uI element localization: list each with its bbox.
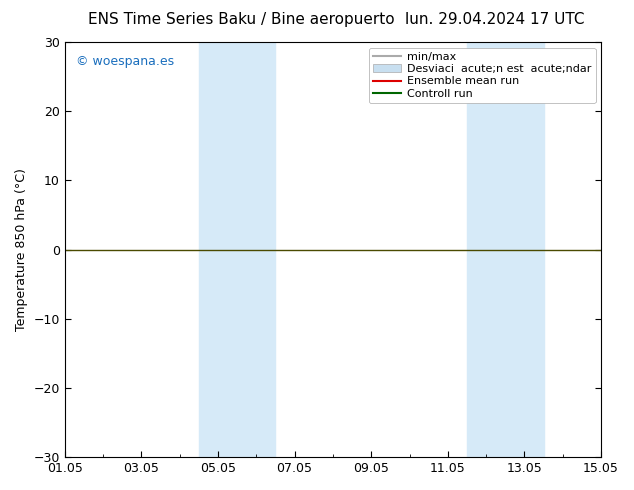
Text: © woespana.es: © woespana.es <box>75 54 174 68</box>
Y-axis label: Temperature 850 hPa (°C): Temperature 850 hPa (°C) <box>15 168 28 331</box>
Bar <box>467 42 543 457</box>
Bar <box>199 42 275 457</box>
Text: lun. 29.04.2024 17 UTC: lun. 29.04.2024 17 UTC <box>404 12 585 27</box>
Text: ENS Time Series Baku / Bine aeropuerto: ENS Time Series Baku / Bine aeropuerto <box>87 12 394 27</box>
Legend: min/max, Desviaci  acute;n est  acute;ndar, Ensemble mean run, Controll run: min/max, Desviaci acute;n est acute;ndar… <box>369 48 595 103</box>
